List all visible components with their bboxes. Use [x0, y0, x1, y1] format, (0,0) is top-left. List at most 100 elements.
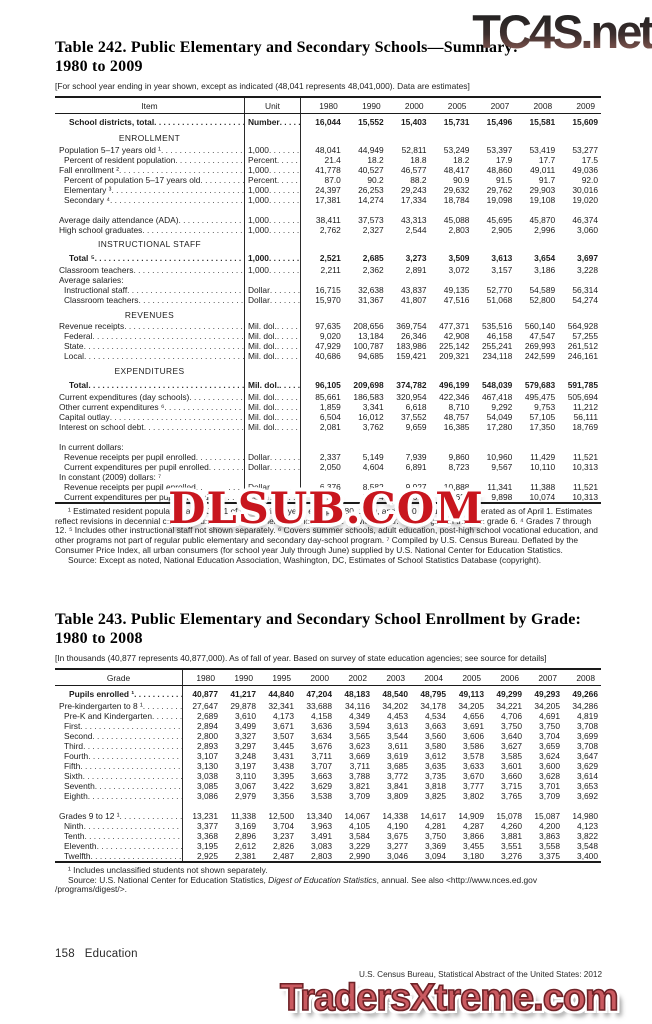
value-cell: 13,340	[306, 810, 332, 821]
value-cell: 3,708	[577, 740, 598, 751]
value-cell	[344, 305, 387, 321]
table-row: Classroom teachers 1,000 2,211 2,362 2,891 3,…	[55, 265, 601, 275]
value-cell: 3,273	[405, 253, 427, 263]
unit-cell	[245, 128, 301, 145]
value-cell: 3,663	[425, 720, 446, 731]
value-cell: 15,403	[400, 116, 427, 127]
value-cell: 29,762	[486, 184, 513, 195]
value-cell: 3,697	[577, 253, 598, 263]
value-cell: 27,647	[192, 700, 218, 711]
value-cell: 4,656	[463, 710, 484, 721]
value-cell	[558, 442, 601, 452]
value-cell: 13,231	[192, 810, 218, 821]
value-cell: 96,105	[315, 379, 341, 390]
unit-cell: Dollar	[245, 461, 301, 472]
value-cell: 579,683	[524, 379, 556, 390]
value-cell: 3,762	[362, 421, 384, 432]
unit-cell	[245, 441, 301, 452]
section-heading: INSTRUCTIONAL STAFF	[55, 234, 245, 251]
value-cell: 9,292	[491, 401, 513, 412]
unit-cell: 1,000	[245, 214, 301, 225]
value-cell: 3,692	[577, 790, 598, 801]
row-label-cell: Population 5–17 years old ¹	[55, 144, 245, 155]
value-cell: 3,558	[539, 840, 560, 851]
value-cell: 4,453	[387, 710, 408, 721]
page-number: 158	[55, 948, 75, 960]
value-cell: 4,281	[425, 820, 446, 831]
value-cell: 467,418	[482, 391, 513, 402]
value-cell: 46,158	[486, 331, 513, 341]
unit-cell: Dollar	[245, 481, 301, 492]
value-cell: 17,334	[400, 194, 427, 205]
column-header: 1980	[319, 100, 338, 111]
value-cell	[221, 801, 259, 811]
value-cell: 9,898	[491, 491, 513, 502]
column-header: 2004	[424, 672, 443, 683]
value-cell: 246,161	[567, 351, 598, 361]
value-cell: 48,540	[382, 688, 408, 699]
row-label: In current dollars:	[59, 441, 124, 452]
value-cell	[472, 305, 515, 321]
column-header: 2000	[310, 672, 329, 683]
value-cell	[472, 361, 515, 377]
value-cell: 3,691	[463, 720, 484, 731]
value-cell	[344, 129, 387, 145]
value-cell: 261,512	[567, 341, 598, 351]
value-cell: 43,313	[400, 214, 427, 225]
value-cell: 3,369	[425, 840, 446, 851]
section-heading-row: INSTRUCTIONAL STAFF	[55, 234, 601, 251]
value-cell: 17.5	[581, 154, 598, 165]
value-cell	[487, 801, 525, 811]
value-cell: 48,757	[443, 411, 470, 422]
row-label-cell: Current expenditures per pupil enrolled	[55, 491, 245, 502]
value-cell: 10,074	[529, 491, 556, 502]
row-label: First	[64, 720, 81, 731]
value-cell: 52,811	[401, 144, 427, 155]
table-row: Interest on school debt Mil. dol. 2,081 3,7…	[55, 421, 601, 432]
unit-cell: 1,000	[245, 224, 301, 235]
value-cell: 2,826	[273, 840, 294, 851]
table-row: Current expenditures per pupil enrolled D…	[55, 491, 601, 502]
value-cell: 3,633	[463, 760, 484, 771]
value-cell: 3,676	[311, 740, 332, 751]
value-cell: 3,580	[425, 740, 446, 751]
row-label-cell: In current dollars:	[55, 441, 245, 452]
row-label-cell: State	[55, 341, 245, 351]
column-header: 2002	[348, 672, 367, 683]
table-row: Fifth 3,130 3,197 3,438 3,707 3,711 3,685 3,635…	[55, 760, 601, 771]
row-label-cell	[55, 204, 245, 215]
value-cell: 3,777	[463, 780, 484, 791]
table-242-headnote: [For school year ending in year shown, e…	[55, 81, 470, 91]
row-label: Total ⁵	[69, 253, 95, 263]
value-cell: 4,349	[349, 710, 370, 721]
watermark-tc4s: TC4S.net	[472, 5, 652, 58]
value-cell: 48,041	[315, 144, 341, 155]
value-cell: 34,286	[572, 700, 598, 711]
unit-cell: Dollar	[245, 451, 301, 462]
value-cell: 3,594	[349, 720, 370, 731]
value-cell: 3,750	[425, 830, 446, 841]
row-label: Percent of resident population	[64, 154, 176, 165]
value-cell: 15,087	[534, 810, 560, 821]
value-cell: 4,190	[387, 820, 408, 831]
value-cell: 3,046	[387, 850, 408, 861]
section-heading: REVENUES	[55, 305, 245, 321]
row-label-cell	[55, 431, 245, 442]
value-cell: 505,694	[567, 391, 598, 402]
value-cell: 40,877	[192, 688, 218, 699]
value-cell	[515, 472, 558, 482]
value-cell: 19,020	[572, 194, 598, 205]
value-cell	[430, 205, 473, 215]
value-cell: 2,905	[491, 224, 513, 235]
value-cell: 47,547	[529, 331, 556, 341]
value-cell: 3,669	[349, 750, 370, 761]
row-label-cell: Average daily attendance (ADA)	[55, 214, 245, 225]
value-cell: 9,659	[405, 421, 427, 432]
value-cell: 18,769	[572, 421, 598, 432]
value-cell: 3,110	[235, 770, 256, 781]
value-cell: 422,346	[439, 391, 470, 402]
value-cell	[344, 235, 387, 251]
value-cell: 11,338	[231, 810, 256, 821]
value-cell: 4,534	[425, 710, 446, 721]
row-label: Instructional staff	[64, 285, 128, 295]
